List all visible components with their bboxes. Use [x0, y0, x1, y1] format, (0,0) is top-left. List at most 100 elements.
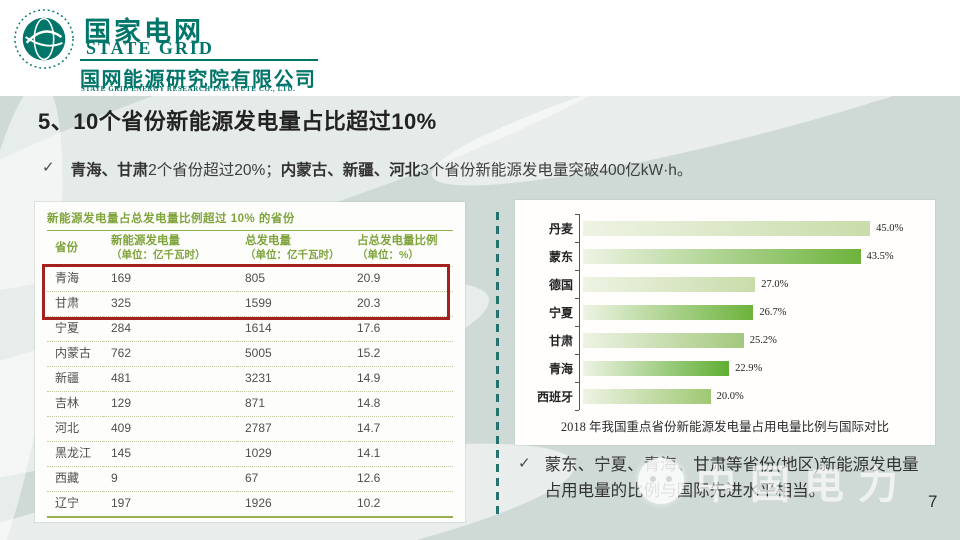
- value-cell: 197: [103, 491, 237, 517]
- bar-value-label: 26.7%: [759, 306, 787, 318]
- table-row: 内蒙古 762 5005 15.2: [47, 341, 453, 367]
- bar: [583, 360, 730, 376]
- value-cell: 1614: [237, 316, 349, 342]
- bar-category-label: 甘肃: [548, 333, 573, 348]
- table-row: 河北 409 2787 14.7: [47, 416, 453, 442]
- value-cell: 15.2: [349, 341, 453, 367]
- value-cell: 2787: [237, 416, 349, 442]
- value-cell: 284: [103, 316, 237, 342]
- watermark-text: 中国电力: [696, 463, 912, 507]
- org-name-en: STATE GRID ENERGY RESEARCH INSTITUTE CO.…: [81, 85, 296, 93]
- bar-row: 青海 22.9%: [515, 354, 935, 382]
- col-header-province: 省份: [55, 242, 78, 254]
- province-cell: 黑龙江: [47, 441, 103, 467]
- china-power-logo-icon: [638, 458, 684, 504]
- org-name-cn: 国网能源研究院有限公司: [80, 69, 317, 91]
- bar: [583, 304, 754, 320]
- bar-category-label: 蒙东: [548, 249, 573, 264]
- value-cell: 1029: [237, 441, 349, 467]
- bar: [583, 388, 711, 404]
- bar-category-label: 丹麦: [548, 221, 573, 236]
- bar: [583, 248, 861, 264]
- province-cell: 青海: [47, 266, 103, 292]
- bullet1-bold-provinces2: 内蒙古、新疆、河北: [280, 162, 421, 179]
- bar: [583, 276, 756, 292]
- province-cell: 西藏: [47, 466, 103, 492]
- brand-name-en: STATE GRID: [86, 38, 214, 58]
- table-row: 黑龙江 145 1029 14.1: [47, 441, 453, 467]
- bar-value-label: 43.5%: [866, 250, 894, 262]
- bar-row: 西班牙 20.0%: [515, 382, 935, 410]
- check-icon: ✓: [518, 455, 531, 472]
- value-cell: 762: [103, 341, 237, 367]
- bullet1-bold-provinces: 青海、甘肃: [70, 162, 149, 179]
- bar: [583, 220, 871, 236]
- bar-value-label: 20.0%: [716, 390, 744, 402]
- value-cell: 14.9: [349, 366, 453, 392]
- header-bar: 国家电网 STATE GRID 国网能源研究院有限公司 STATE GRID E…: [0, 0, 960, 96]
- table-row: 宁夏 284 1614 17.6: [47, 316, 453, 342]
- watermark: 中国电力: [638, 452, 912, 510]
- table-row: 吉林 129 871 14.8: [47, 391, 453, 417]
- page-number: 7: [928, 492, 938, 511]
- province-cell: 吉林: [47, 391, 103, 417]
- dashed-divider: [496, 212, 499, 520]
- province-cell: 宁夏: [47, 316, 103, 342]
- province-table: 省份 新能源发电量 （单位：亿千瓦时） 总发电量 （单位：亿千瓦时） 占总发电量比例…: [47, 231, 453, 518]
- value-cell: 14.7: [349, 416, 453, 442]
- bar-value-label: 22.9%: [735, 362, 763, 374]
- value-cell: 805: [237, 266, 349, 292]
- bullet2-text: 蒙东、宁夏、青海、甘肃等省份(地区)新能源发电量占用电量的比例与国际先进水平相当…: [544, 456, 919, 501]
- logo-divider: [80, 59, 318, 61]
- bar-row: 德国 27.0%: [515, 270, 935, 298]
- bar-value-label: 45.0%: [876, 222, 904, 234]
- value-cell: 1599: [237, 291, 349, 317]
- value-cell: 325: [103, 291, 237, 317]
- province-cell: 内蒙古: [47, 341, 103, 367]
- brand-name-cn: 国家电网: [84, 17, 204, 47]
- province-cell: 河北: [47, 416, 103, 442]
- bar-row: 蒙东 43.5%: [515, 242, 935, 270]
- value-cell: 1926: [237, 491, 349, 517]
- bar-category-label: 宁夏: [548, 305, 573, 320]
- province-table-panel: 新能源发电量占总发电量比例超过 10% 的省份 省份 新能源发电量 （单位：亿千瓦…: [35, 202, 465, 522]
- table-row: 西藏 9 67 12.6: [47, 466, 453, 492]
- value-cell: 14.8: [349, 391, 453, 417]
- table-row: 新疆 481 3231 14.9: [47, 366, 453, 392]
- province-cell: 辽宁: [47, 491, 103, 517]
- bullet1-text2: 3个省份新能源发电量突破400亿kW·h。: [420, 162, 693, 179]
- province-table-body: 青海 169 805 20.9 甘肃 325 1599 20.3 宁夏 284 1614 17.6 内蒙…: [47, 266, 453, 517]
- province-cell: 甘肃: [47, 291, 103, 317]
- col-header-total: 总发电量 （单位：亿千瓦时）: [245, 235, 340, 261]
- table-title-rule: [47, 230, 453, 231]
- value-cell: 871: [237, 391, 349, 417]
- state-grid-globe-icon: [14, 9, 74, 69]
- chart-axis-ticks: [575, 214, 579, 411]
- value-cell: 129: [103, 391, 237, 417]
- value-cell: 20.9: [349, 266, 453, 292]
- page-title: 5、10个省份新能源发电量占比超过10%: [38, 109, 437, 134]
- value-cell: 17.6: [349, 316, 453, 342]
- bar-chart-rows: 丹麦 45.0% 蒙东 43.5% 德国 27.0% 宁夏 26.7% 甘肃 25.2% 青海 22.…: [515, 214, 935, 410]
- bar-row: 宁夏 26.7%: [515, 298, 935, 326]
- check-icon: ✓: [42, 159, 55, 176]
- bullet-key-finding: ✓ 青海、甘肃2个省份超过20%；内蒙古、新疆、河北3个省份新能源发电量突破40…: [42, 158, 922, 180]
- value-cell: 14.1: [349, 441, 453, 467]
- bar-value-label: 27.0%: [761, 278, 789, 290]
- value-cell: 9: [103, 466, 237, 492]
- value-cell: 10.2: [349, 491, 453, 517]
- table-header-row: 省份 新能源发电量 （单位：亿千瓦时） 总发电量 （单位：亿千瓦时） 占总发电量比例…: [47, 231, 453, 267]
- value-cell: 3231: [237, 366, 349, 392]
- value-cell: 169: [103, 266, 237, 292]
- comparison-chart-panel: 丹麦 45.0% 蒙东 43.5% 德国 27.0% 宁夏 26.7% 甘肃 25.2% 青海 22.…: [515, 200, 935, 445]
- bar: [583, 332, 744, 348]
- bullet1-text: 2个省份超过20%；: [148, 162, 281, 179]
- bar-category-label: 青海: [548, 361, 573, 376]
- bar-row: 丹麦 45.0%: [515, 214, 935, 242]
- table-title: 新能源发电量占总发电量比例超过 10% 的省份: [47, 213, 295, 225]
- bar-row: 甘肃 25.2%: [515, 326, 935, 354]
- col-header-ratio: 占总发电量比例 （单位：%）: [357, 235, 438, 261]
- value-cell: 67: [237, 466, 349, 492]
- table-row: 甘肃 325 1599 20.3: [47, 291, 453, 317]
